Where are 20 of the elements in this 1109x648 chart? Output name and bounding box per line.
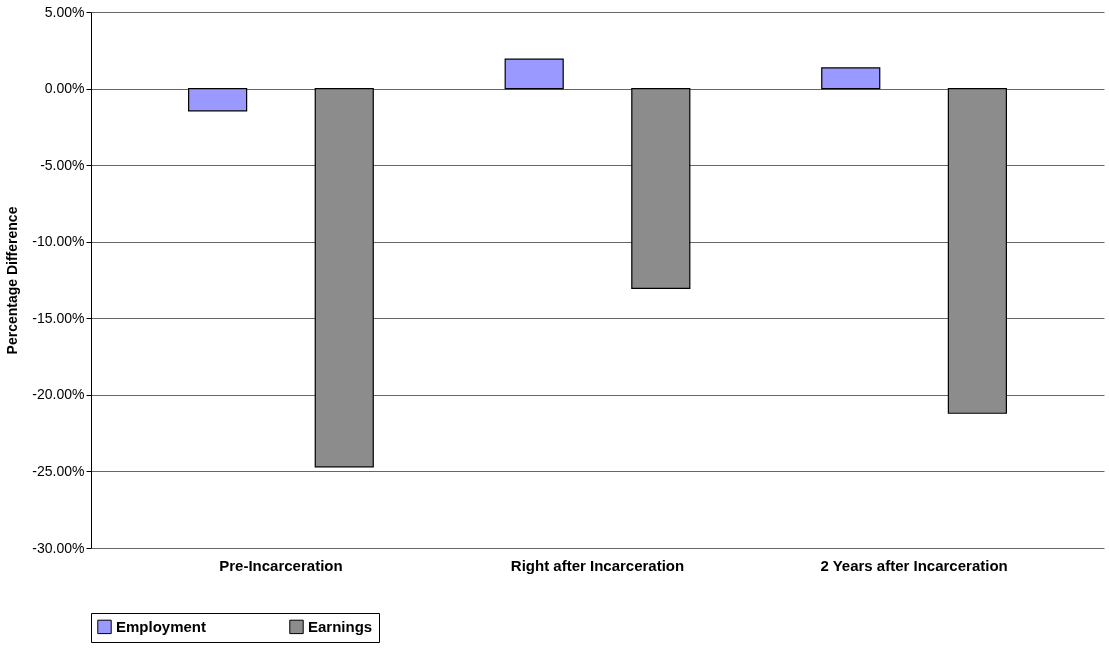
y-tick-label: -5.00% bbox=[40, 156, 85, 173]
y-tick-label: 5.00% bbox=[44, 3, 85, 20]
y-tick-label: -30.00% bbox=[32, 539, 85, 556]
bar bbox=[821, 67, 881, 90]
y-tick-label: -25.00% bbox=[32, 462, 85, 479]
bar bbox=[947, 87, 1007, 414]
y-tick-label: -10.00% bbox=[32, 233, 85, 250]
y-tick-label: -20.00% bbox=[32, 386, 85, 403]
x-tick-label: Pre-Incarceration bbox=[219, 556, 343, 574]
bar bbox=[188, 87, 248, 112]
legend-label: Employment bbox=[116, 617, 207, 635]
y-tick-label: 0.00% bbox=[44, 80, 85, 97]
bar bbox=[504, 58, 564, 90]
bar bbox=[631, 87, 691, 290]
legend-label: Earnings bbox=[308, 617, 373, 635]
y-axis-title: Percentage Difference bbox=[4, 206, 21, 355]
x-tick-label: Right after Incarceration bbox=[510, 556, 685, 574]
bar bbox=[314, 87, 374, 468]
y-tick-label: -15.00% bbox=[32, 309, 85, 326]
x-tick-label: 2 Years after Incarceration bbox=[820, 556, 1008, 574]
